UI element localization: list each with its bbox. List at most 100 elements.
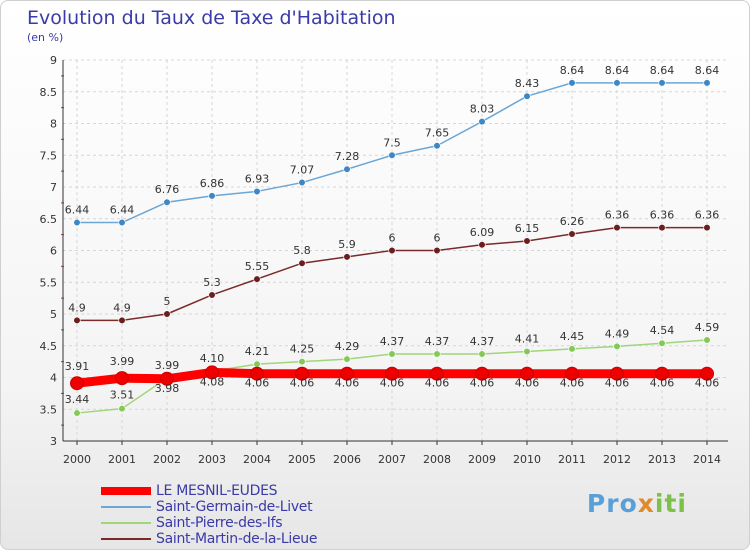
data-label: 8.64 (650, 64, 675, 77)
data-label: 4.25 (290, 343, 315, 356)
logo-letter: o (619, 489, 638, 518)
data-point (298, 259, 306, 267)
x-tick-label: 2007 (378, 453, 406, 466)
data-point (163, 198, 171, 206)
data-label: 6 (389, 232, 396, 245)
data-point (388, 246, 396, 255)
data-label: 4.37 (425, 335, 450, 348)
data-point (118, 218, 126, 227)
logo-letter: x (637, 489, 655, 518)
data-label: 6.26 (560, 215, 585, 228)
proxiti-logo: Proxiti (587, 489, 687, 518)
data-point (523, 347, 531, 356)
x-tick-label: 2002 (153, 453, 181, 466)
data-label: 4.06 (560, 377, 585, 390)
y-tick-label: 5.5 (40, 276, 58, 289)
legend-swatch (101, 487, 151, 495)
data-point (703, 336, 711, 344)
data-label: 5.9 (338, 238, 356, 251)
data-label: 4.06 (380, 377, 405, 390)
y-tick-label: 7.5 (40, 149, 58, 162)
data-label: 3.91 (65, 360, 90, 373)
data-point (520, 366, 534, 381)
data-label: 4.06 (245, 377, 270, 390)
y-tick-label: 9 (50, 54, 57, 67)
data-point (388, 350, 396, 358)
logo-letter: t (664, 489, 678, 518)
data-point (208, 291, 216, 299)
data-label: 4.06 (335, 377, 360, 390)
data-label: 5 (164, 295, 171, 308)
data-label: 6.15 (515, 222, 540, 235)
data-label: 4.9 (113, 301, 131, 314)
data-label: 4.21 (245, 345, 270, 358)
logo-letter: i (677, 489, 687, 518)
data-label: 4.06 (290, 377, 315, 390)
y-tick-label: 5 (50, 308, 57, 321)
data-point (478, 117, 486, 126)
data-label: 7.28 (335, 150, 360, 163)
chart-title: Evolution du Taux de Taxe d'Habitation (27, 7, 396, 29)
data-label: 6.44 (110, 204, 135, 217)
data-point (478, 350, 486, 358)
logo-letter: i (654, 489, 665, 518)
data-point (523, 92, 531, 100)
data-point (160, 371, 174, 386)
chart-subtitle: (en %) (27, 31, 64, 44)
x-tick-label: 2001 (108, 453, 136, 466)
data-label: 3.51 (110, 389, 135, 402)
data-point (70, 376, 84, 391)
y-tick-label: 6.5 (40, 213, 58, 226)
data-point (433, 350, 441, 358)
data-point (430, 366, 444, 381)
data-label: 4.06 (605, 377, 630, 390)
data-label: 4.45 (560, 330, 585, 343)
data-point (658, 339, 666, 347)
y-tick-label: 3 (50, 435, 57, 448)
legend-swatch (101, 522, 151, 524)
data-label: 4.49 (605, 327, 630, 340)
data-point (568, 79, 576, 87)
logo-letter: P (586, 489, 607, 518)
data-point (610, 366, 624, 381)
legend-label: LE MESNIL-EUDES (156, 483, 278, 499)
data-point (253, 187, 261, 196)
data-label: 6.86 (200, 177, 225, 190)
data-point (73, 409, 81, 417)
data-point (298, 358, 306, 366)
data-point (613, 224, 621, 232)
data-point (658, 224, 666, 232)
data-point (205, 365, 219, 380)
data-label: 5.8 (293, 244, 311, 257)
y-tick-label: 8 (50, 118, 57, 131)
data-label: 7.65 (425, 127, 450, 140)
y-tick-label: 4 (50, 372, 57, 385)
data-label: 3.99 (110, 355, 135, 368)
legend-swatch (101, 506, 151, 508)
data-label: 8.64 (560, 64, 585, 77)
data-point (388, 151, 396, 159)
data-point (478, 241, 486, 249)
x-tick-label: 2004 (243, 453, 271, 466)
data-label: 6.93 (245, 172, 270, 185)
x-tick-label: 2012 (603, 453, 631, 466)
data-point (658, 79, 666, 87)
data-point (655, 366, 669, 381)
data-point (565, 366, 579, 381)
data-point (163, 310, 171, 318)
data-label: 4.06 (650, 377, 675, 390)
data-label: 3.98 (155, 382, 180, 395)
data-point (613, 79, 621, 87)
y-tick-label: 7 (50, 181, 57, 194)
data-label: 4.29 (335, 340, 360, 353)
data-point (250, 366, 264, 381)
data-point (208, 192, 216, 200)
y-tick-label: 3.5 (40, 403, 58, 416)
data-label: 6.36 (695, 209, 720, 222)
x-tick-label: 2008 (423, 453, 451, 466)
data-label: 4.9 (68, 301, 86, 314)
data-point (253, 275, 261, 283)
x-tick-label: 2009 (468, 453, 496, 466)
data-label: 4.06 (695, 377, 720, 390)
x-tick-label: 2003 (198, 453, 226, 466)
